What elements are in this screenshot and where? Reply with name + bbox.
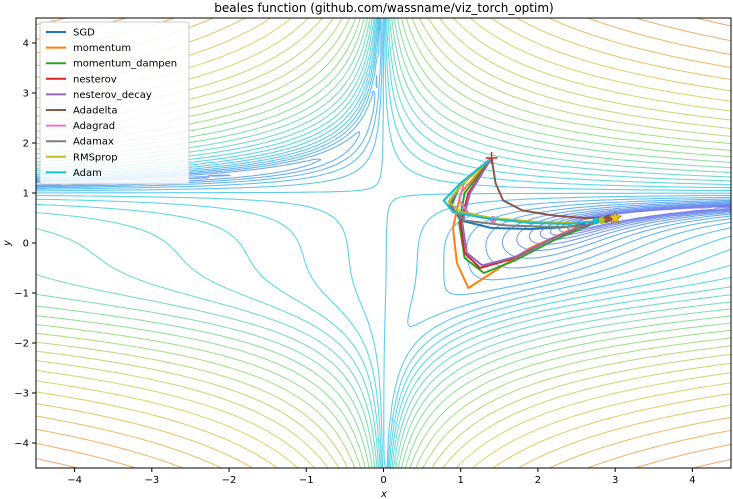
legend-entry-Adam: Adam [73,168,102,179]
y-tick-label: −2 [14,339,29,350]
series-path-Adadelta [490,157,609,219]
x-axis-label: x [380,489,387,499]
x-tick-label: 1 [458,475,464,486]
y-tick-label: 0 [23,239,29,250]
y-tick-label: 4 [23,39,29,50]
legend-entry-momentum: momentum [73,43,131,54]
x-tick-label: −4 [67,475,82,486]
legend-entry-Adamax: Adamax [73,137,114,148]
y-tick-label: 3 [23,89,29,100]
x-tick-label: −3 [144,475,159,486]
contour-level [36,18,731,468]
chart-title: beales function (github.com/wassname/viz… [214,1,553,15]
start-marker [485,152,498,164]
x-tick-label: 0 [380,475,386,486]
contour-level [528,202,731,245]
contour-level [558,205,731,233]
y-axis-label: y [2,239,13,247]
legend: SGD momentum momentum_dampen nesterov nester… [39,21,190,185]
series-path-RMSprop [447,157,602,224]
x-tick-label: 2 [535,475,541,486]
x-tick-label: −1 [299,475,314,486]
minimum-star [608,210,623,224]
y-tick-label: −3 [14,389,29,400]
contour-level [549,204,731,236]
legend-box [39,21,190,185]
y-axis: −4 −3 −2 −1 0 1 2 3 4 [14,39,36,450]
x-axis: −4 −3 −2 −1 0 1 2 3 4 [67,468,696,486]
series-endpoint-Adamax [574,223,582,230]
legend-entry-RMSprop: RMSprop [73,152,118,163]
contour-level [36,18,731,468]
y-tick-label: −4 [14,439,29,450]
y-tick-label: 2 [23,139,29,150]
series-endpoint-Adam [592,217,600,225]
x-tick-label: 3 [612,475,618,486]
series-endpoint-RMSprop [597,217,605,224]
contour-level [36,18,731,468]
contour-level [36,18,731,468]
contour-level [36,18,731,468]
legend-entry-SGD: SGD [73,28,95,39]
y-tick-label: −1 [14,289,29,300]
series-path-Adam [442,157,597,225]
legend-entry-nesterov: nesterov [73,74,117,85]
legend-entry-Adadelta: Adadelta [73,106,117,117]
legend-entry-nesterov_decay: nesterov_decay [73,90,152,101]
contour-level [36,18,731,468]
legend-entry-momentum_dampen: momentum_dampen [73,59,177,70]
series-layer [442,152,623,289]
x-tick-label: 4 [689,475,695,486]
x-tick-label: −2 [222,475,237,486]
legend-entry-Adagrad: Adagrad [73,121,115,132]
y-tick-label: 1 [23,189,29,200]
